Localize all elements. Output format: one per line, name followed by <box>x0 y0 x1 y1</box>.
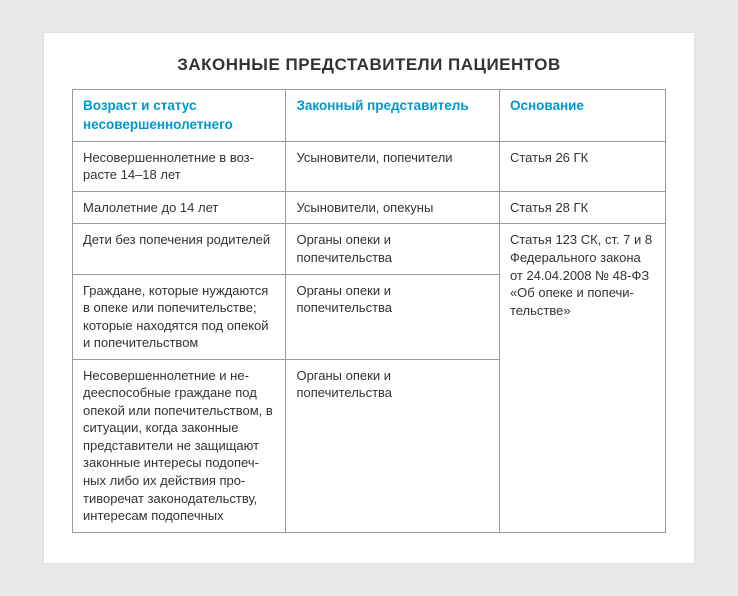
cell-age-status: Дети без попечения роди­телей <box>73 224 286 274</box>
document-page: ЗАКОННЫЕ ПРЕДСТАВИТЕЛИ ПАЦИЕНТОВ Возраст… <box>44 33 694 562</box>
cell-age-status: Несовершеннолетние и не­дееспособные гра… <box>73 359 286 532</box>
page-title: ЗАКОННЫЕ ПРЕДСТАВИТЕЛИ ПАЦИЕНТОВ <box>72 55 666 75</box>
cell-age-status: Малолетние до 14 лет <box>73 191 286 224</box>
table-row: Дети без попечения роди­телей Органы опе… <box>73 224 666 274</box>
cell-representative: Органы опеки и попечительства <box>286 359 499 532</box>
header-age-status: Возраст и статус несовершеннолетнего <box>73 90 286 141</box>
table-row: Несовершеннолетние в воз­расте 14–18 лет… <box>73 141 666 191</box>
header-basis: Основание <box>499 90 665 141</box>
cell-age-status: Граждане, которые нуждают­ся в опеке или… <box>73 274 286 359</box>
cell-representative: Усыновители, опекуны <box>286 191 499 224</box>
cell-representative: Органы опеки и попечительства <box>286 274 499 359</box>
header-representative: Законный представитель <box>286 90 499 141</box>
table-row: Малолетние до 14 лет Усыновители, опекун… <box>73 191 666 224</box>
cell-age-status: Несовершеннолетние в воз­расте 14–18 лет <box>73 141 286 191</box>
cell-representative: Органы опеки и попечительства <box>286 224 499 274</box>
cell-basis: Статья 28 ГК <box>499 191 665 224</box>
cell-representative: Усыновители, попечители <box>286 141 499 191</box>
table-header-row: Возраст и статус несовершеннолетнего Зак… <box>73 90 666 141</box>
representatives-table: Возраст и статус несовершеннолетнего Зак… <box>72 89 666 532</box>
cell-basis: Статья 123 СК, ст. 7 и 8 Федерального за… <box>499 224 665 532</box>
cell-basis: Статья 26 ГК <box>499 141 665 191</box>
